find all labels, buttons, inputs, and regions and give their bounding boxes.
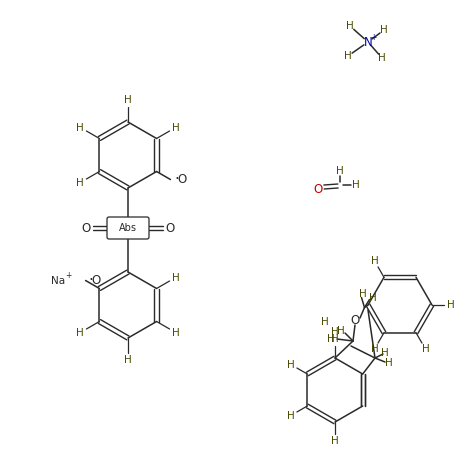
Text: H: H [346, 21, 353, 31]
Text: H: H [370, 256, 377, 266]
Text: H: H [384, 358, 392, 368]
Text: O: O [178, 173, 187, 186]
Text: H: H [287, 359, 294, 369]
Text: +: + [369, 33, 376, 41]
Text: H: H [76, 328, 84, 337]
Text: Abs: Abs [119, 223, 137, 233]
Text: H: H [330, 436, 338, 446]
Text: H: H [351, 180, 359, 190]
Text: H: H [343, 51, 351, 61]
Text: O: O [350, 313, 359, 326]
Text: H: H [76, 123, 84, 133]
Text: H: H [380, 348, 388, 358]
Text: Na: Na [50, 275, 64, 285]
Text: H: H [358, 289, 366, 298]
Text: O: O [165, 222, 174, 235]
Text: +: + [65, 271, 71, 280]
Text: H: H [330, 327, 338, 337]
Text: N: N [363, 35, 372, 49]
Text: ·: · [88, 273, 93, 288]
FancyBboxPatch shape [107, 217, 149, 239]
Text: H: H [368, 292, 376, 302]
Text: O: O [313, 183, 322, 196]
Text: H: H [171, 273, 179, 282]
Text: H: H [379, 25, 387, 35]
Text: H: H [337, 326, 344, 336]
Text: H: H [124, 95, 131, 105]
Text: H: H [370, 344, 377, 354]
Text: O: O [81, 222, 90, 235]
Text: H: H [171, 328, 179, 337]
Text: H: H [124, 355, 131, 365]
Text: O: O [91, 274, 100, 287]
Text: H: H [421, 344, 428, 354]
Text: H: H [320, 317, 328, 327]
Text: H: H [336, 166, 343, 176]
Text: ·: · [174, 172, 178, 187]
Text: H: H [330, 334, 338, 344]
Text: H: H [446, 300, 454, 310]
Text: H: H [327, 334, 334, 344]
Text: H: H [76, 178, 84, 187]
Text: H: H [171, 123, 179, 133]
Text: H: H [287, 410, 294, 420]
Text: H: H [377, 53, 385, 63]
